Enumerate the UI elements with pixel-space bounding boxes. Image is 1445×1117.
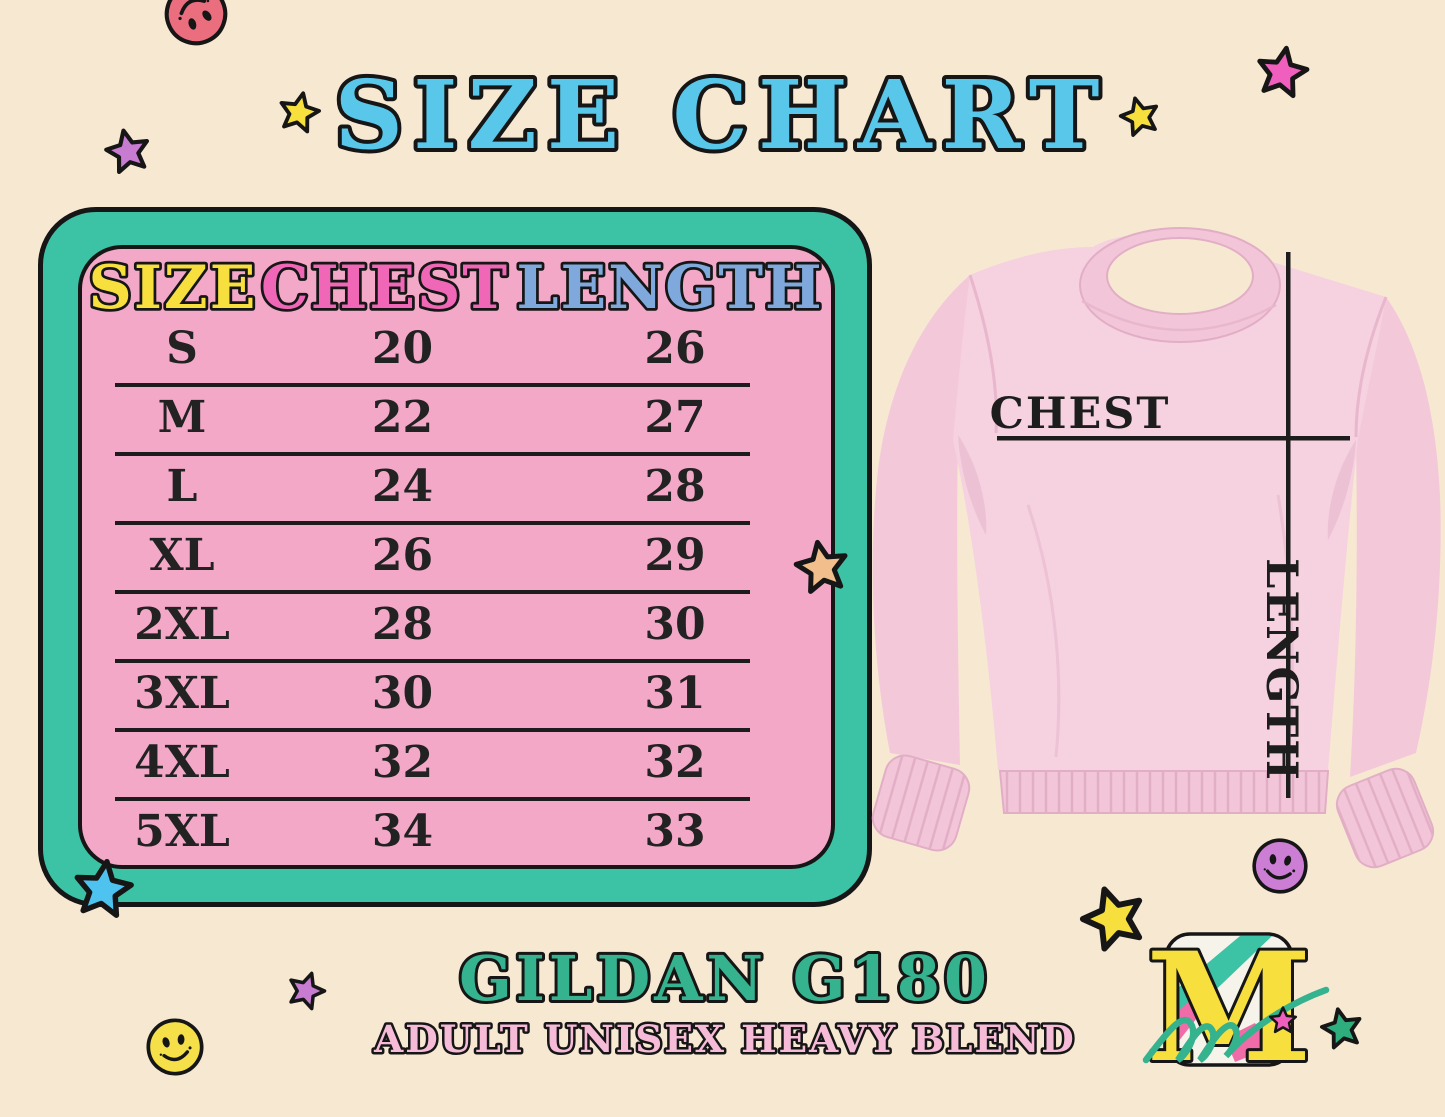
- header-size: SIZE: [89, 253, 258, 323]
- size-table-header: SIZE CHEST LENGTH: [86, 250, 825, 326]
- sweatshirt-right-cuff: [1335, 767, 1435, 869]
- sweatshirt-neck-hole: [1106, 237, 1254, 315]
- page-title: SIZE CHART: [331, 56, 1110, 175]
- cell-length: 31: [644, 668, 706, 719]
- sweatshirt-fold: [1276, 494, 1294, 756]
- star-icon: [786, 532, 858, 604]
- cell-length: 32: [644, 737, 706, 788]
- sweatshirt-left-sleeve: [872, 275, 970, 765]
- size-table-rows: S 20 26 M 22 27 L 24 28 XL 26 29 2XL 28 …: [115, 318, 750, 870]
- sweatshirt-body: [953, 233, 1386, 770]
- product-name: GILDAN G180: [456, 939, 991, 1018]
- sweatshirt-shading: [1327, 440, 1356, 540]
- table-row: M 22 27: [115, 387, 750, 456]
- logo-teal-band: [1172, 936, 1272, 1026]
- sweatshirt-left-cuff: [871, 754, 971, 852]
- length-measure-line: [1286, 252, 1291, 798]
- size-table-panel: [78, 245, 835, 869]
- header-length: LENGTH: [516, 253, 823, 323]
- sweatshirt-right-sleeve: [1350, 297, 1441, 777]
- cell-chest: 30: [371, 668, 434, 719]
- chest-measure-line: [997, 436, 1350, 441]
- cell-length: 33: [644, 806, 706, 857]
- cell-size: 3XL: [134, 668, 230, 719]
- star-icon: [97, 121, 159, 183]
- cell-chest: 32: [371, 737, 434, 788]
- sweatshirt-diagram: CHEST LENGTH: [871, 227, 1441, 869]
- cell-length: 26: [644, 323, 706, 374]
- product-description-text: ADULT UNISEX HEAVY BLEND: [373, 1017, 1076, 1061]
- cell-size: 2XL: [134, 599, 230, 650]
- table-row: S 20 26: [115, 318, 750, 387]
- product-description: ADULT UNISEX HEAVY BLEND: [371, 1015, 1077, 1064]
- smiley-icon: [151, 0, 241, 59]
- cell-size: M: [157, 392, 207, 443]
- sweatshirt-shoulder-seam: [1354, 296, 1388, 438]
- smiley-icon: [143, 1015, 207, 1079]
- product-name-text: GILDAN G180: [459, 942, 991, 1015]
- sweatshirt-collar-seam: [1081, 299, 1277, 332]
- table-row: 5XL 34 33: [115, 801, 750, 866]
- cell-chest: 22: [371, 392, 434, 443]
- logo-scribble: [1142, 986, 1330, 1064]
- length-measure-label: LENGTH: [1256, 558, 1306, 782]
- cell-length: 27: [644, 392, 706, 443]
- cell-size: 5XL: [134, 806, 230, 857]
- star-icon: [274, 87, 324, 135]
- table-row: 3XL 30 31: [115, 663, 750, 732]
- cell-size: XL: [149, 530, 215, 581]
- brand-logo: M: [1142, 917, 1330, 1099]
- cell-size: S: [166, 323, 198, 374]
- star-icon: [65, 852, 142, 929]
- cell-size: 4XL: [134, 737, 230, 788]
- sweatshirt-fold: [1026, 504, 1061, 758]
- table-row: 2XL 28 30: [115, 594, 750, 663]
- page-title-text: SIZE CHART: [335, 60, 1110, 171]
- cell-chest: 28: [371, 599, 434, 650]
- star-icon: [282, 966, 331, 1013]
- cell-length: 29: [644, 530, 706, 581]
- smiley-icon: [1248, 834, 1312, 898]
- sweatshirt-hem: [998, 770, 1330, 814]
- cell-size: L: [166, 461, 198, 512]
- table-row: XL 26 29: [115, 525, 750, 594]
- header-chest: CHEST: [261, 253, 509, 323]
- cell-chest: 26: [371, 530, 434, 581]
- cell-length: 28: [644, 461, 706, 512]
- cell-chest: 34: [371, 806, 434, 857]
- cell-chest: 24: [371, 461, 434, 512]
- sweatshirt-shading: [958, 435, 987, 535]
- cell-chest: 20: [371, 323, 434, 374]
- cell-length: 30: [644, 599, 706, 650]
- chest-measure-label: CHEST: [990, 389, 1171, 439]
- table-row: L 24 28: [115, 456, 750, 525]
- table-row: 4XL 32 32: [115, 732, 750, 801]
- star-icon: [1247, 38, 1317, 108]
- sweatshirt-shoulder-seam: [968, 274, 998, 434]
- star-icon: [1317, 1003, 1367, 1051]
